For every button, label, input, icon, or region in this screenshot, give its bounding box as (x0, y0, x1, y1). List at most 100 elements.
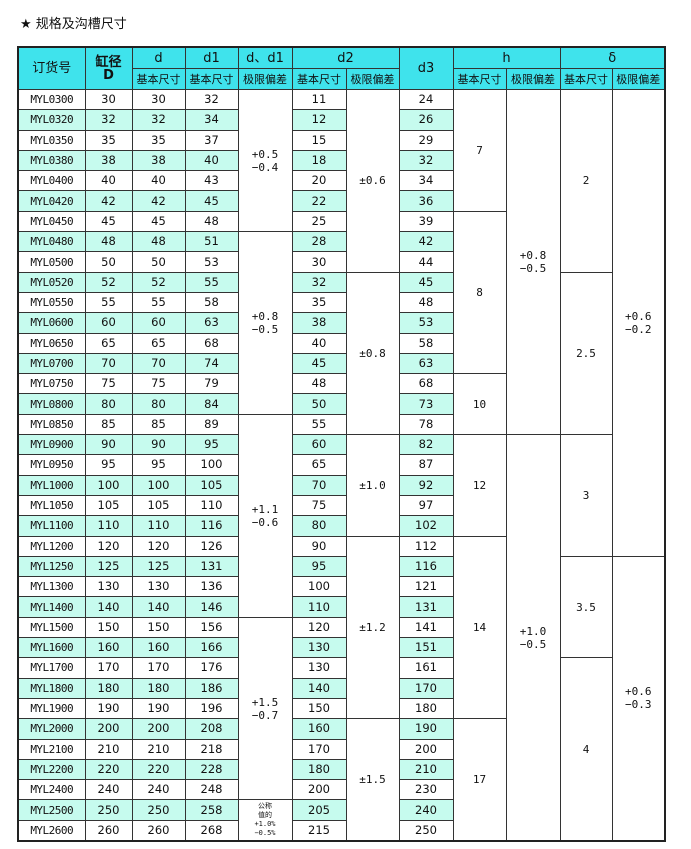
d1-basic: 268 (184, 819, 239, 842)
bore-d: 80 (84, 393, 133, 415)
dd1-tol-group: +1.1 −0.6 (237, 413, 293, 618)
bore-d: 200 (84, 718, 133, 740)
d2-tol-group: ±1.2 (345, 535, 400, 720)
order-code: MYL0350 (17, 129, 86, 151)
bore-d: 48 (84, 231, 133, 253)
d3: 29 (398, 129, 454, 151)
order-code: MYL0900 (17, 434, 86, 456)
d-basic: 210 (131, 738, 186, 760)
header-bore-symbol: D (103, 67, 114, 83)
d2-basic: 215 (291, 819, 347, 842)
order-code: MYL1800 (17, 677, 86, 699)
d-basic: 38 (131, 149, 186, 172)
section-title: ★ 规格及沟槽尺寸 (20, 17, 127, 32)
h-tol-group: +0.8 −0.5 (505, 88, 561, 436)
d3: 131 (398, 596, 454, 618)
d1-basic: 105 (184, 474, 239, 496)
header-h-tol: 极限偏差 (505, 68, 561, 90)
d2-basic: 18 (291, 149, 347, 172)
d-basic: 120 (131, 535, 186, 557)
header-d2-basic: 基本尺寸 (291, 68, 347, 90)
table-row: MYL1800 180 180 186 140 170 (17, 677, 665, 699)
d-basic: 105 (131, 494, 186, 517)
d-basic: 65 (131, 332, 186, 354)
table-row: MYL1900 190 190 196 150 180 (17, 697, 665, 720)
order-code: MYL1900 (17, 697, 86, 720)
table-row: MYL1700 170 170 176 130 161 4 (17, 657, 665, 842)
order-code: MYL2200 (17, 758, 86, 781)
d1-basic: 74 (184, 352, 239, 375)
table-row: MYL0380 38 38 40 18 32 (17, 149, 665, 172)
header-delta-basic: 基本尺寸 (559, 68, 613, 90)
order-code: MYL1700 (17, 657, 86, 679)
table-row: MYL1000 100 100 105 70 92 (17, 474, 665, 496)
d3: 151 (398, 637, 454, 659)
table-row: MYL1600 160 160 166 130 151 (17, 637, 665, 659)
d3: 161 (398, 657, 454, 679)
table-row: MYL0900 90 90 95 60 ±1.0 82 12 +1.0 −0.5 3 (17, 434, 665, 842)
d-basic: 48 (131, 231, 186, 253)
header-d: d (131, 46, 186, 69)
d-basic: 170 (131, 657, 186, 679)
d-basic: 150 (131, 616, 186, 639)
d2-basic: 12 (291, 109, 347, 131)
d2-basic: 130 (291, 637, 347, 659)
d1-basic: 37 (184, 129, 239, 151)
h-group: 14 (452, 535, 507, 720)
order-code: MYL0450 (17, 210, 86, 233)
d-basic: 50 (131, 251, 186, 273)
d-basic: 160 (131, 637, 186, 659)
d2-basic: 150 (291, 697, 347, 720)
d2-basic: 65 (291, 454, 347, 476)
d2-basic: 130 (291, 657, 347, 679)
d-basic: 55 (131, 291, 186, 314)
order-code: MYL0480 (17, 231, 86, 253)
order-code: MYL0750 (17, 373, 86, 395)
header-dd1: d、d1 (237, 46, 293, 69)
d1-basic: 34 (184, 109, 239, 131)
bore-d: 260 (84, 819, 133, 842)
d1-basic: 136 (184, 576, 239, 598)
bore-d: 220 (84, 758, 133, 781)
d1-basic: 131 (184, 555, 239, 578)
order-code: MYL0500 (17, 251, 86, 273)
order-code: MYL1300 (17, 576, 86, 598)
bore-d: 170 (84, 657, 133, 679)
d-basic: 200 (131, 718, 186, 740)
table-row: MYL0550 55 55 58 35 48 (17, 291, 665, 314)
d1-basic: 48 (184, 210, 239, 233)
d-basic: 140 (131, 596, 186, 618)
d3: 92 (398, 474, 454, 496)
header-bore: 缸径 D (84, 46, 133, 90)
order-code: MYL1250 (17, 555, 86, 578)
d2-basic: 110 (291, 596, 347, 618)
d3: 32 (398, 149, 454, 172)
d-basic: 40 (131, 170, 186, 192)
d1-basic: 196 (184, 697, 239, 720)
bore-d: 140 (84, 596, 133, 618)
d3: 97 (398, 494, 454, 517)
d3: 82 (398, 434, 454, 456)
order-code: MYL0520 (17, 271, 86, 293)
d3: 112 (398, 535, 454, 557)
bore-d: 45 (84, 210, 133, 233)
header-delta-tol: 极限偏差 (611, 68, 666, 90)
d1-basic: 156 (184, 616, 239, 639)
delta-group: 2 (559, 89, 613, 273)
d2-basic: 90 (291, 535, 347, 557)
order-code: MYL1400 (17, 596, 86, 618)
order-code: MYL1500 (17, 616, 86, 639)
d2-tol-group: ±0.8 (345, 271, 400, 436)
d-basic: 70 (131, 352, 186, 375)
table-row: MYL0350 35 35 37 15 29 (17, 129, 665, 151)
d1-basic: 176 (184, 657, 239, 679)
d2-basic: 140 (291, 677, 347, 699)
d1-basic: 63 (184, 312, 239, 334)
table-row: MYL0300 30 30 32 +0.5 −0.4 11 ±0.6 24 7 +0.8 −0.5… (17, 88, 666, 557)
d1-basic: 146 (184, 596, 239, 618)
order-code: MYL0420 (17, 190, 86, 212)
d2-basic: 50 (291, 393, 347, 415)
d1-basic: 40 (184, 149, 239, 172)
order-code: MYL1000 (17, 474, 86, 496)
h-tol-group: +1.0 −0.5 (505, 434, 561, 842)
